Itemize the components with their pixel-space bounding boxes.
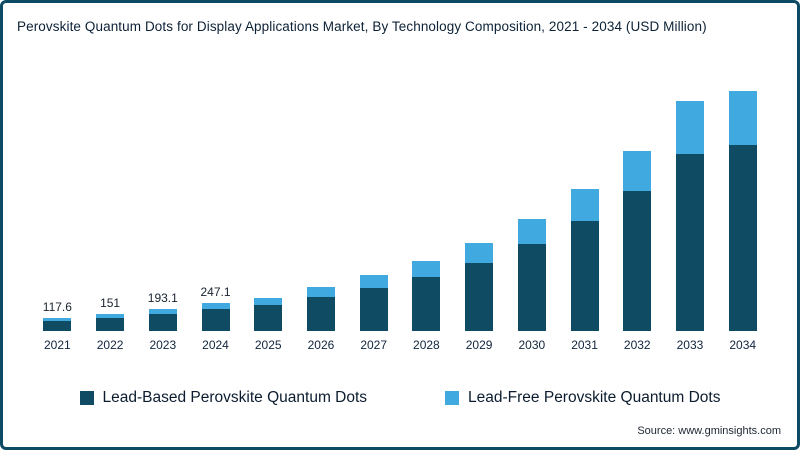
bar-value-label: 247.1 bbox=[200, 285, 231, 300]
bar-stack bbox=[96, 313, 125, 331]
bar-stack bbox=[675, 100, 704, 331]
source-attribution: Source: www.gminsights.com bbox=[637, 425, 781, 437]
bar-segment-lead-free bbox=[254, 298, 283, 306]
bar-value-label: 193.1 bbox=[147, 291, 178, 306]
bar-segment-lead-based bbox=[675, 153, 704, 331]
bar-segment-lead-based bbox=[728, 144, 757, 331]
x-axis-label: 2028 bbox=[413, 338, 440, 352]
bar-segment-lead-free bbox=[412, 261, 441, 277]
bar-stack bbox=[148, 309, 177, 331]
bar-group: 2029 bbox=[453, 55, 506, 352]
bar-stack bbox=[412, 261, 441, 331]
bar-segment-lead-based bbox=[201, 309, 230, 331]
bar-stack bbox=[570, 189, 599, 331]
bar-group: 2034 bbox=[716, 55, 769, 352]
lead-based-swatch-icon bbox=[79, 391, 94, 405]
x-axis-label: 2025 bbox=[254, 338, 282, 352]
chart-legend: Lead-Based Perovskite Quantum Dots Lead-… bbox=[3, 389, 797, 407]
x-axis-label: 2027 bbox=[360, 338, 388, 352]
bar-segment-lead-free bbox=[465, 242, 494, 263]
bar-segment-lead-based bbox=[96, 317, 125, 331]
x-axis-label: 2026 bbox=[307, 338, 335, 352]
bar-stack bbox=[517, 219, 546, 331]
bar-segment-lead-based bbox=[570, 220, 599, 331]
bar-chart: 117.6 2021 151 2022 193.1 2023 247.1 2024 2025 20… bbox=[31, 55, 769, 352]
bar-segment-lead-free bbox=[517, 219, 546, 245]
bar-segment-lead-free bbox=[359, 275, 388, 288]
x-axis-label: 2034 bbox=[729, 338, 757, 352]
bar-stack bbox=[728, 91, 757, 331]
bar-segment-lead-free bbox=[96, 313, 125, 318]
x-axis-label: 2029 bbox=[465, 338, 493, 352]
x-axis-label: 2032 bbox=[623, 338, 651, 352]
chart-title: Perovskite Quantum Dots for Display Appl… bbox=[17, 19, 707, 34]
bar-stack bbox=[254, 298, 283, 331]
legend-label-lead-based: Lead-Based Perovskite Quantum Dots bbox=[102, 389, 368, 406]
lead-free-swatch-icon bbox=[445, 391, 460, 405]
bar-stack bbox=[43, 317, 72, 331]
bar-segment-lead-free bbox=[43, 317, 72, 321]
legend-label-lead-free: Lead-Free Perovskite Quantum Dots bbox=[468, 389, 721, 406]
bar-segment-lead-free bbox=[201, 303, 230, 310]
x-axis-label: 2030 bbox=[518, 338, 546, 352]
x-axis-label: 2023 bbox=[149, 338, 177, 352]
bar-segment-lead-free bbox=[306, 287, 335, 297]
bar-group: 2030 bbox=[505, 55, 558, 352]
bar-value-label: 117.6 bbox=[42, 299, 72, 314]
bar-group: 2032 bbox=[611, 55, 664, 352]
x-axis-label: 2022 bbox=[96, 338, 124, 352]
bar-stack bbox=[201, 303, 230, 331]
bar-segment-lead-based bbox=[306, 296, 335, 331]
bar-stack bbox=[306, 287, 335, 331]
bar-segment-lead-free bbox=[623, 150, 652, 192]
bar-segment-lead-based bbox=[148, 313, 177, 331]
bar-group: 151 2022 bbox=[84, 55, 137, 352]
bar-group: 193.1 2023 bbox=[136, 55, 189, 352]
x-axis-label: 2024 bbox=[202, 338, 229, 352]
bar-segment-lead-based bbox=[465, 262, 494, 331]
x-axis-label: 2033 bbox=[676, 338, 704, 352]
bar-segment-lead-based bbox=[412, 276, 441, 331]
bar-group: 2033 bbox=[664, 55, 717, 352]
x-axis-label: 2021 bbox=[44, 338, 71, 352]
x-axis-label: 2031 bbox=[571, 338, 598, 352]
bar-segment-lead-free bbox=[675, 100, 704, 154]
bar-segment-lead-free bbox=[728, 91, 757, 145]
bar-stack bbox=[465, 242, 494, 331]
bar-group: 2025 bbox=[242, 55, 295, 352]
bar-group: 2031 bbox=[558, 55, 611, 352]
bar-stack bbox=[623, 150, 652, 331]
bar-segment-lead-based bbox=[254, 305, 283, 331]
legend-item-lead-free: Lead-Free Perovskite Quantum Dots bbox=[445, 389, 720, 407]
bar-value-label: 151 bbox=[100, 295, 121, 310]
bar-group: 2027 bbox=[347, 55, 400, 352]
bar-group: 117.6 2021 bbox=[31, 55, 84, 352]
bar-segment-lead-free bbox=[570, 189, 599, 221]
legend-item-lead-based: Lead-Based Perovskite Quantum Dots bbox=[79, 389, 368, 407]
bar-stack bbox=[359, 275, 388, 331]
bar-segment-lead-free bbox=[148, 309, 177, 314]
bar-segment-lead-based bbox=[517, 244, 546, 331]
bar-group: 2026 bbox=[295, 55, 348, 352]
bar-group: 2028 bbox=[400, 55, 453, 352]
bar-segment-lead-based bbox=[359, 287, 388, 331]
bar-group: 247.1 2024 bbox=[189, 55, 242, 352]
bar-segment-lead-based bbox=[43, 320, 72, 331]
bar-segment-lead-based bbox=[623, 191, 652, 331]
